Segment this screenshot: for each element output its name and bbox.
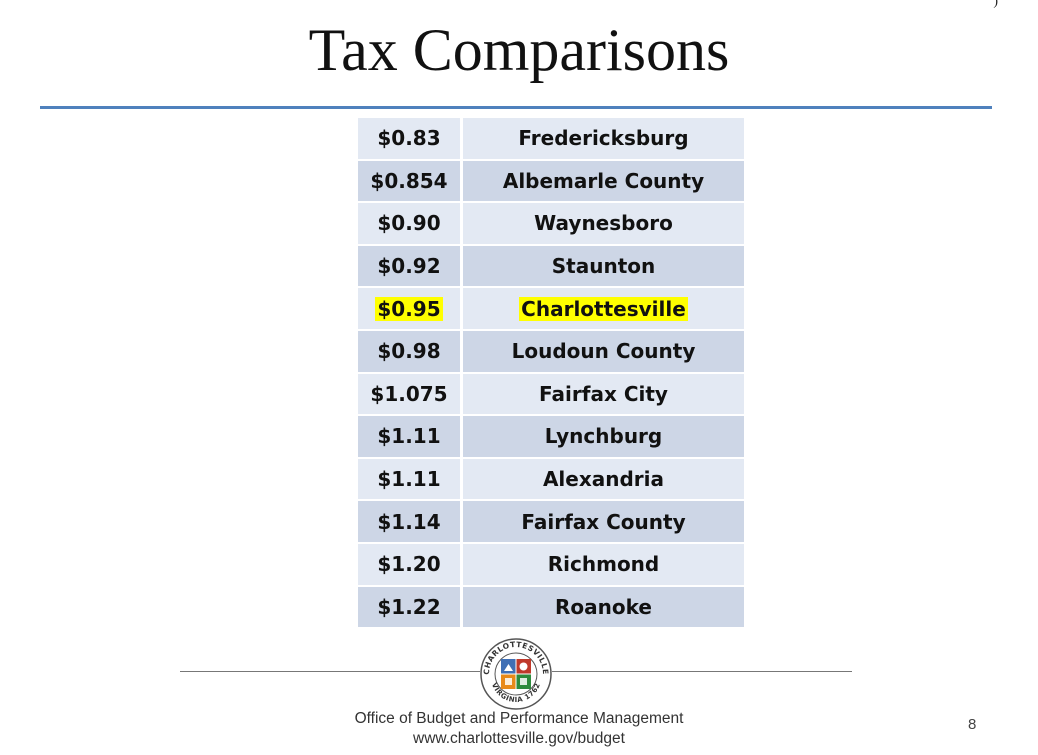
locality-name: Alexandria (542, 467, 665, 492)
page-number: 8 (968, 716, 977, 733)
table-row: $0.854 Albemarle County (358, 160, 744, 204)
rate-value: $0.83 (377, 126, 441, 151)
rate-value: $0.92 (377, 254, 441, 279)
slide-title: Tax Comparisons (308, 17, 730, 83)
locality-cell: Albemarle County (463, 160, 744, 204)
footer-divider-right (552, 671, 852, 672)
title-divider (40, 106, 992, 109)
table-row: $0.90 Waynesboro (358, 203, 744, 246)
footer-divider-left (180, 671, 480, 672)
table-row: $1.14 Fairfax County (358, 501, 744, 544)
office-name: Office of Budget and Performance Managem… (354, 710, 684, 727)
table-row: $1.075 Fairfax City (358, 373, 744, 417)
rate-value: $0.95 (375, 296, 443, 321)
locality-cell: Fredericksburg (463, 118, 744, 161)
table-row: $1.20 Richmond (358, 543, 744, 587)
locality-cell: Charlottesville (463, 288, 744, 331)
rate-cell: $1.11 (358, 416, 463, 459)
locality-cell: Lynchburg (463, 416, 744, 459)
locality-name: Richmond (547, 552, 660, 577)
locality-cell: Waynesboro (463, 203, 744, 246)
table-row: $1.11 Alexandria (358, 458, 744, 502)
locality-cell: Alexandria (463, 458, 744, 502)
locality-cell: Staunton (463, 245, 744, 289)
rate-cell: $0.90 (358, 203, 463, 246)
locality-cell: Fairfax County (463, 501, 744, 544)
rate-cell: $1.22 (358, 586, 463, 630)
table-row: $0.95 Charlottesville (358, 288, 744, 331)
table-row: $0.83 Fredericksburg (358, 118, 744, 161)
budget-url-link[interactable]: www.charlottesville.gov/budget (413, 730, 625, 747)
rate-cell: $1.20 (358, 543, 463, 587)
tax-rate-table-body: $0.83 Fredericksburg $0.854 Albemarle Count… (358, 118, 744, 630)
locality-name: Fredericksburg (518, 126, 689, 151)
rate-value: $1.22 (377, 594, 441, 619)
rate-value: $0.98 (377, 339, 441, 364)
rate-cell: $0.95 (358, 288, 463, 331)
rate-value: $1.20 (377, 552, 441, 577)
locality-name: Lynchburg (544, 424, 663, 449)
locality-name: Loudoun County (511, 339, 696, 364)
table-row: $0.98 Loudoun County (358, 330, 744, 374)
locality-name: Staunton (551, 254, 656, 279)
rate-cell: $1.075 (358, 373, 463, 417)
locality-name: Roanoke (555, 594, 652, 619)
locality-name: Fairfax County (521, 509, 686, 534)
rate-value: $1.075 (370, 381, 448, 406)
locality-cell: Fairfax City (463, 373, 744, 417)
locality-name: Waynesboro (534, 211, 673, 236)
locality-cell: Loudoun County (463, 330, 744, 374)
locality-cell: Richmond (463, 543, 744, 587)
city-seal-icon: CHARLOTTESVILLE VIRGINIA 1762 (480, 638, 552, 710)
corner-mark: ) (993, 0, 998, 9)
rate-cell: $1.14 (358, 501, 463, 544)
table-row: $0.92 Staunton (358, 245, 744, 289)
rate-value: $0.90 (377, 211, 441, 236)
locality-name: Fairfax City (539, 381, 668, 406)
table-row: $1.11 Lynchburg (358, 416, 744, 459)
table-row: $1.22 Roanoke (358, 586, 744, 630)
rate-cell: $0.98 (358, 330, 463, 374)
rate-cell: $0.854 (358, 160, 463, 204)
rate-cell: $0.83 (358, 118, 463, 161)
rate-value: $1.11 (377, 424, 441, 449)
locality-cell: Roanoke (463, 586, 744, 630)
locality-name: Albemarle County (502, 168, 705, 193)
rate-value: $1.14 (377, 509, 441, 534)
rate-value: $0.854 (370, 168, 448, 193)
tax-rate-table: $0.83 Fredericksburg $0.854 Albemarle Count… (358, 118, 744, 630)
rate-cell: $1.11 (358, 458, 463, 502)
locality-name: Charlottesville (519, 296, 688, 321)
rate-cell: $0.92 (358, 245, 463, 289)
rate-value: $1.11 (377, 467, 441, 492)
